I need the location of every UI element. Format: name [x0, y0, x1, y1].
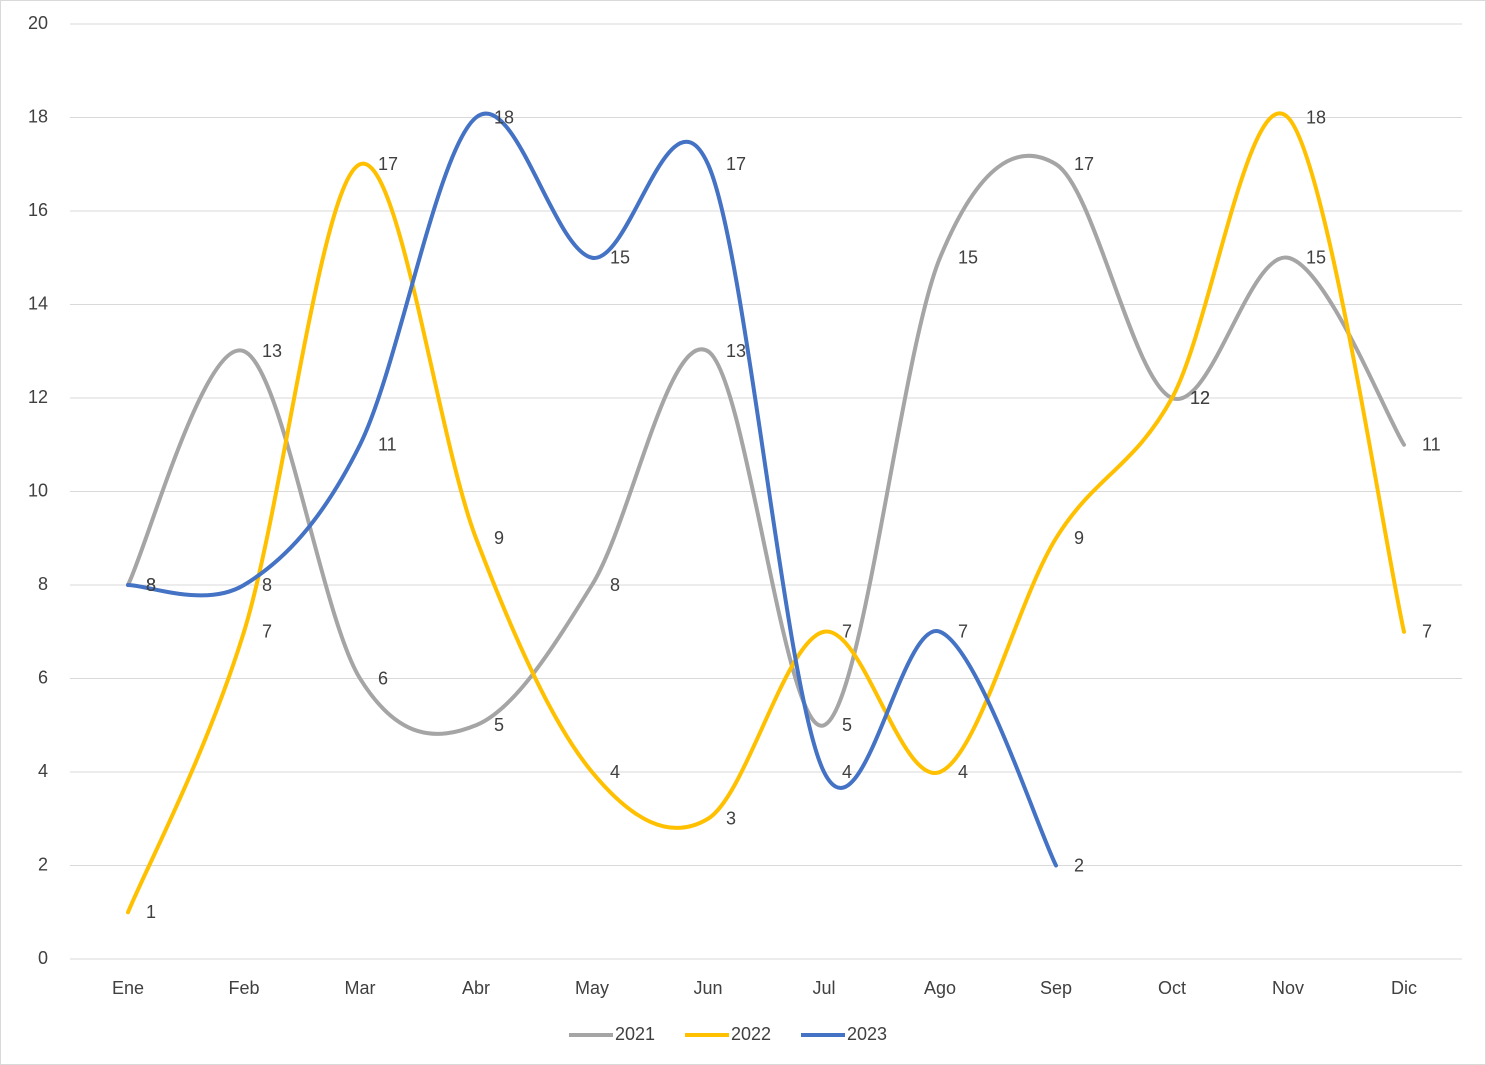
x-tick-label: Sep — [1040, 978, 1072, 998]
x-tick-label: Dic — [1391, 978, 1417, 998]
data-label: 7 — [842, 622, 852, 642]
data-label: 15 — [1306, 248, 1326, 268]
data-label: 7 — [1422, 622, 1432, 642]
data-label: 18 — [494, 107, 514, 127]
data-label: 15 — [610, 248, 630, 268]
data-label: 3 — [726, 809, 736, 829]
y-tick-label: 6 — [38, 667, 48, 687]
data-label: 5 — [842, 715, 852, 735]
data-label: 15 — [958, 248, 978, 268]
data-label: 17 — [1074, 154, 1094, 174]
x-tick-label: Jul — [812, 978, 835, 998]
data-label: 9 — [1074, 528, 1084, 548]
data-label: 7 — [262, 622, 272, 642]
data-label: 4 — [842, 762, 852, 782]
data-label: 8 — [262, 575, 272, 595]
data-label: 12 — [1190, 388, 1210, 408]
data-label: 6 — [378, 668, 388, 688]
data-label: 9 — [494, 528, 504, 548]
data-label: 13 — [726, 341, 746, 361]
data-label: 4 — [958, 762, 968, 782]
x-tick-label: May — [575, 978, 609, 998]
x-tick-label: Nov — [1272, 978, 1304, 998]
data-label: 17 — [726, 154, 746, 174]
x-tick-label: Ago — [924, 978, 956, 998]
data-label: 8 — [146, 575, 156, 595]
data-label: 11 — [378, 435, 397, 455]
data-label: 8 — [610, 575, 620, 595]
y-tick-label: 4 — [38, 761, 48, 781]
legend-label: 2021 — [615, 1024, 655, 1044]
y-tick-label: 10 — [28, 480, 48, 500]
x-tick-label: Oct — [1158, 978, 1186, 998]
y-tick-label: 20 — [28, 13, 48, 33]
data-label: 8 — [146, 575, 156, 595]
x-tick-label: Jun — [693, 978, 722, 998]
data-label: 12 — [1190, 388, 1210, 408]
data-label: 18 — [1306, 107, 1326, 127]
data-label: 5 — [494, 715, 504, 735]
data-label: 1 — [146, 902, 156, 922]
y-tick-label: 18 — [28, 106, 48, 126]
data-label: 13 — [262, 341, 282, 361]
data-label: 4 — [610, 762, 620, 782]
legend-label: 2023 — [847, 1024, 887, 1044]
series-line — [126, 111, 1406, 915]
data-label: 7 — [958, 622, 968, 642]
x-tick-label: Mar — [345, 978, 376, 998]
data-label: 17 — [378, 154, 398, 174]
x-tick-label: Abr — [462, 978, 490, 998]
y-tick-label: 8 — [38, 574, 48, 594]
x-tick-label: Feb — [228, 978, 259, 998]
data-label: 2 — [1074, 855, 1084, 875]
y-tick-label: 2 — [38, 854, 48, 874]
y-tick-label: 12 — [28, 387, 48, 407]
y-tick-label: 14 — [28, 293, 48, 313]
series-line — [126, 111, 1058, 868]
x-tick-label: Ene — [112, 978, 144, 998]
legend-label: 2022 — [731, 1024, 771, 1044]
y-tick-label: 0 — [38, 948, 48, 968]
y-tick-label: 16 — [28, 200, 48, 220]
data-label: 11 — [1422, 435, 1441, 455]
